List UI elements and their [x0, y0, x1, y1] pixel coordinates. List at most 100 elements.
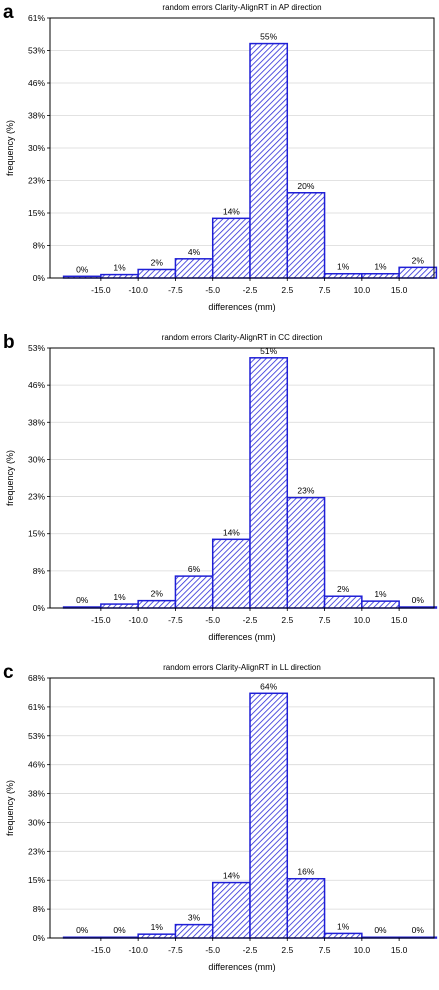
chart-a-y-tick-label: 30%	[28, 143, 45, 153]
chart-c-title: random errors Clarity-AlignRT in LL dire…	[163, 663, 321, 672]
chart-panel-c: c random errors Clarity-AlignRT in LL di…	[0, 660, 439, 990]
chart-b-data-label: 6%	[188, 564, 201, 574]
chart-a-bar	[211, 217, 251, 279]
chart-c-bar	[137, 933, 177, 939]
chart-a-bar	[100, 273, 139, 279]
chart-c-x-tick-label: 7.5	[319, 945, 331, 955]
chart-b-bar	[137, 599, 177, 609]
chart-a-data-label: 0%	[76, 264, 89, 274]
chart-a-data-label: 4%	[188, 247, 201, 257]
chart-c-bar	[249, 692, 289, 939]
chart-c-x-tick-label: -7.5	[168, 945, 183, 955]
chart-a-data-label: 20%	[297, 181, 314, 191]
chart-b-y-tick-label: 15%	[28, 529, 45, 539]
chart-b-x-tick-label: 2.5	[281, 615, 293, 625]
chart-c-x-tick-label: 15.0	[391, 945, 408, 955]
chart-c-x-tick-label: -2.5	[243, 945, 258, 955]
chart-c-data-label: 1%	[337, 921, 350, 931]
chart-a-bar	[286, 192, 326, 279]
chart-b-y-tick-label: 8%	[33, 566, 46, 576]
chart-a-data-label: 2%	[151, 257, 164, 267]
chart-b-bar	[100, 603, 139, 609]
chart-a-x-tick-label: 7.5	[319, 285, 331, 295]
chart-c-x-tick-label: -5.0	[205, 945, 220, 955]
chart-b-bar	[286, 496, 326, 609]
chart-c-y-tick-label: 15%	[28, 875, 45, 885]
chart-c-y-tick-label: 8%	[33, 904, 46, 914]
chart-b-x-tick-label: -7.5	[168, 615, 183, 625]
chart-b-x-axis-label: differences (mm)	[208, 632, 275, 642]
chart-a-y-tick-label: 8%	[33, 241, 46, 251]
chart-b-data-label: 1%	[374, 589, 387, 599]
chart-a-bar	[323, 272, 363, 279]
chart-b-data-label: 51%	[260, 346, 277, 356]
chart-a-y-axis-label: frequency (%)	[5, 120, 15, 176]
chart-c-svg: random errors Clarity-AlignRT in LL dire…	[5, 663, 438, 972]
chart-b-title: random errors Clarity-AlignRT in CC dire…	[162, 333, 323, 342]
chart-a-bar	[361, 272, 400, 279]
chart-c-x-tick-label: -15.0	[91, 945, 111, 955]
chart-a-x-tick-label: -10.0	[128, 285, 148, 295]
chart-b-bar	[249, 357, 289, 609]
chart-b-data-label: 23%	[297, 486, 314, 496]
chart-b-data-label: 14%	[223, 527, 240, 537]
chart-a-data-label: 1%	[113, 263, 126, 273]
chart-a-x-tick-label: -5.0	[205, 285, 220, 295]
chart-a-bar	[398, 266, 438, 279]
chart-a-x-tick-label: 15.0	[391, 285, 408, 295]
chart-b-y-tick-label: 0%	[33, 603, 46, 613]
chart-a-title: random errors Clarity-AlignRT in AP dire…	[162, 3, 321, 12]
chart-b-x-tick-label: -5.0	[205, 615, 220, 625]
chart-c-y-tick-label: 0%	[33, 933, 46, 943]
chart-b-x-tick-label: 7.5	[319, 615, 331, 625]
chart-a-data-label: 14%	[223, 206, 240, 216]
chart-b-y-tick-label: 53%	[28, 343, 45, 353]
chart-b-bar	[323, 595, 363, 609]
chart-a-data-label: 2%	[412, 255, 425, 265]
panel-letter-b: b	[3, 332, 15, 353]
chart-c-y-tick-label: 30%	[28, 817, 45, 827]
chart-a-y-tick-label: 15%	[28, 208, 45, 218]
chart-b-x-tick-label: -10.0	[128, 615, 148, 625]
chart-c-x-axis-label: differences (mm)	[208, 962, 275, 972]
panel-letter-a: a	[3, 2, 14, 23]
chart-b-bar	[361, 600, 400, 609]
chart-b-y-tick-label: 46%	[28, 380, 45, 390]
chart-a-bar	[174, 258, 214, 279]
chart-b-data-label: 0%	[412, 595, 425, 605]
chart-panel-b: b random errors Clarity-AlignRT in CC di…	[0, 330, 439, 660]
chart-a-y-tick-label: 38%	[28, 111, 45, 121]
chart-c-y-tick-label: 68%	[28, 673, 45, 683]
chart-c-y-tick-label: 38%	[28, 789, 45, 799]
chart-c-x-tick-label: 2.5	[281, 945, 293, 955]
chart-a-x-tick-label: -2.5	[243, 285, 258, 295]
chart-a-y-tick-label: 0%	[33, 273, 46, 283]
chart-c-data-label: 14%	[223, 871, 240, 881]
chart-a-bar	[249, 42, 289, 279]
chart-a-y-tick-label: 53%	[28, 46, 45, 56]
chart-a-data-label: 1%	[374, 262, 387, 272]
chart-a-data-label: 55%	[260, 32, 277, 42]
chart-c-x-tick-label: -10.0	[128, 945, 148, 955]
chart-c-y-tick-label: 61%	[28, 702, 45, 712]
chart-c-y-tick-label: 53%	[28, 731, 45, 741]
chart-c-data-label: 0%	[76, 925, 89, 935]
chart-c-y-tick-label: 46%	[28, 760, 45, 770]
chart-c-data-label: 0%	[374, 925, 387, 935]
chart-panel-a: a random errors Clarity-AlignRT in AP di…	[0, 0, 439, 330]
chart-c-data-label: 0%	[412, 925, 425, 935]
chart-c-bar	[211, 881, 251, 939]
chart-a-x-tick-label: 10.0	[354, 285, 371, 295]
chart-a-x-axis-label: differences (mm)	[208, 302, 275, 312]
chart-b-y-tick-label: 23%	[28, 492, 45, 502]
chart-b-bar	[211, 538, 251, 609]
chart-c-data-label: 1%	[151, 922, 164, 932]
chart-c-bar	[286, 877, 326, 939]
chart-a-y-tick-label: 46%	[28, 78, 45, 88]
chart-b-data-label: 2%	[151, 589, 164, 599]
chart-b-data-label: 0%	[76, 595, 89, 605]
chart-c-data-label: 64%	[260, 681, 277, 691]
chart-b-y-tick-label: 38%	[28, 417, 45, 427]
panel-letter-c: c	[3, 662, 14, 683]
chart-a-svg: random errors Clarity-AlignRT in AP dire…	[5, 3, 438, 312]
